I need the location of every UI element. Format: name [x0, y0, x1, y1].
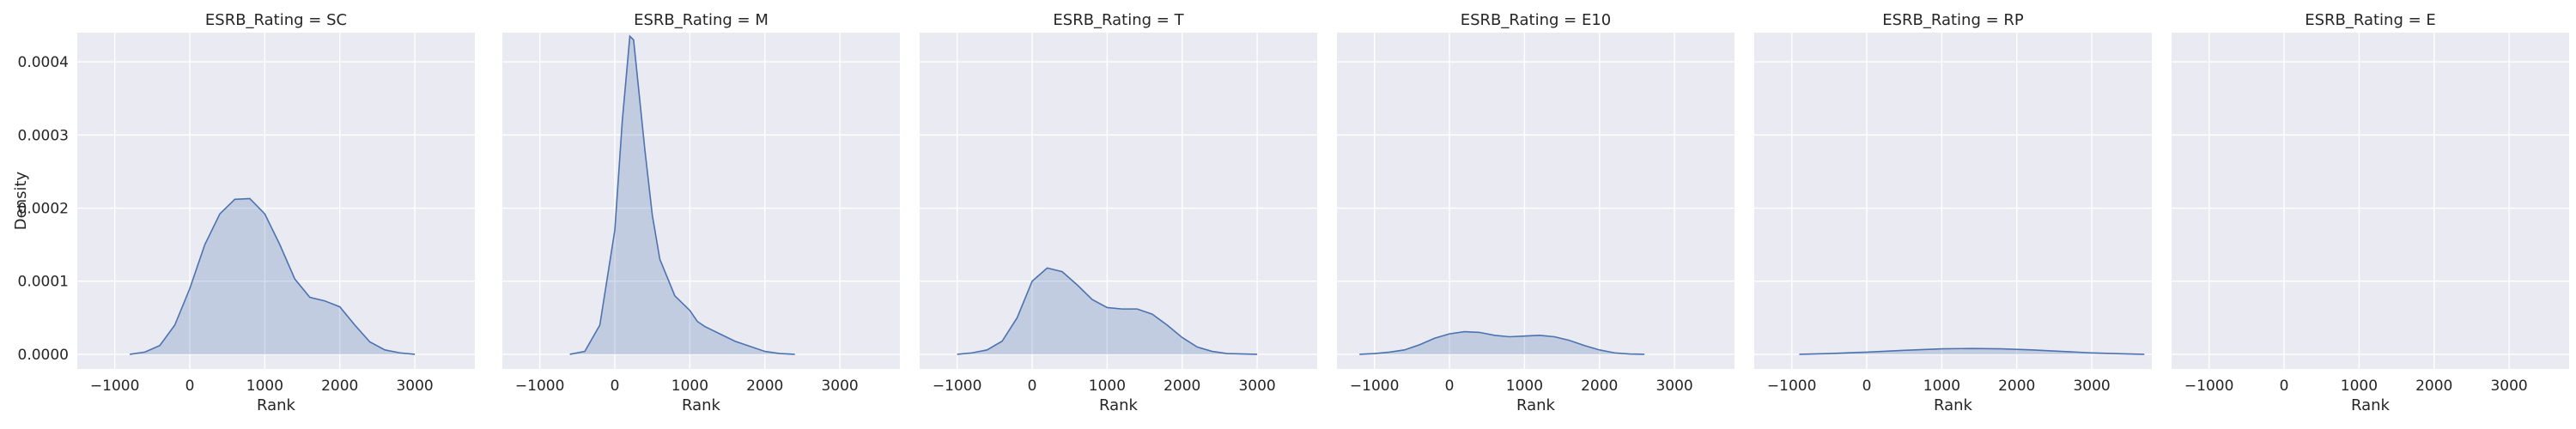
facet-title: ESRB_Rating = SC [205, 11, 347, 29]
y-tick-label: 0.0004 [18, 54, 69, 71]
x-tick-label: −1000 [2184, 378, 2234, 395]
x-axis-label: Rank [2351, 396, 2391, 414]
x-tick-label: 3000 [821, 378, 858, 395]
y-tick-label: 0.0000 [18, 347, 69, 364]
x-tick-label: −1000 [515, 378, 565, 395]
x-tick-label: −1000 [933, 378, 982, 395]
facet-panel-3: ESRB_Rating = E10 −1000 0 1000 2000 3000 Rank [1337, 11, 1735, 414]
density-area [569, 36, 795, 354]
x-tick-label: 0 [1028, 378, 1037, 395]
x-tick-label: 2000 [2415, 378, 2452, 395]
x-tick-label: 2000 [1163, 378, 1200, 395]
facet-title: ESRB_Rating = E [2305, 11, 2436, 29]
y-tick-label: 0.0001 [18, 274, 69, 291]
x-tick-label: 3000 [1656, 378, 1692, 395]
x-axis-label: Rank [1099, 396, 1139, 414]
x-tick-label: 3000 [1238, 378, 1275, 395]
x-tick-label: 1000 [671, 378, 708, 395]
y-axis-label: Density [12, 171, 30, 230]
x-tick-label: 3000 [2073, 378, 2110, 395]
density-area [130, 198, 416, 354]
y-tick-label: 0.0002 [18, 201, 69, 218]
density-line [1799, 347, 2145, 355]
x-tick-label: −1000 [90, 378, 140, 395]
x-tick-label: 1000 [1089, 378, 1126, 395]
density-line [569, 34, 795, 355]
density-line [1359, 330, 1645, 355]
panel-background [77, 33, 475, 369]
x-tick-label: 2000 [1998, 378, 2035, 395]
x-tick-label: 2000 [746, 378, 783, 395]
x-tick-label: −1000 [1350, 378, 1400, 395]
panel-background [2172, 33, 2569, 369]
density-area [1799, 348, 2145, 354]
x-tick-label: 0 [1862, 378, 1872, 395]
density-area [957, 268, 1258, 354]
density-line [130, 197, 416, 355]
x-tick-label: 1000 [1923, 378, 1960, 395]
x-tick-label: 2000 [1581, 378, 1618, 395]
panel-background [502, 33, 900, 369]
facet-panel-4: ESRB_Rating = RP −1000 0 1000 2000 3000 Rank [1754, 11, 2152, 414]
x-tick-label: 2000 [321, 378, 358, 395]
facet-title: ESRB_Rating = RP [1882, 11, 2024, 29]
panel-background [1754, 33, 2152, 369]
density-line [957, 267, 1258, 355]
facet-title: ESRB_Rating = E10 [1461, 11, 1612, 29]
facet-panel-2: ESRB_Rating = T −1000 0 1000 2000 3000 Rank [920, 11, 1317, 414]
x-tick-label: −1000 [1767, 378, 1817, 395]
facet-title: ESRB_Rating = T [1053, 11, 1184, 29]
x-tick-label: 1000 [246, 378, 283, 395]
x-tick-label: 3000 [396, 378, 433, 395]
x-axis-label: Rank [682, 396, 721, 414]
x-tick-label: 1000 [2341, 378, 2378, 395]
facet-panel-1: ESRB_Rating = M −1000 0 1000 2000 3000 Rank [502, 11, 900, 414]
x-tick-label: 0 [185, 378, 195, 395]
x-tick-label: 3000 [2490, 378, 2527, 395]
facet-panel-0: ESRB_Rating = SC −1000 0 1000 2000 3000 Rank 0.… [12, 11, 475, 414]
x-axis-label: Rank [257, 396, 296, 414]
x-tick-label: 0 [2280, 378, 2289, 395]
panel-background [1337, 33, 1735, 369]
x-tick-label: 0 [611, 378, 620, 395]
x-tick-label: 0 [1445, 378, 1455, 395]
x-axis-label: Rank [1516, 396, 1556, 414]
panel-background [920, 33, 1317, 369]
x-tick-label: 1000 [1506, 378, 1543, 395]
facet-panel-5: ESRB_Rating = E −1000 0 1000 2000 3000 Rank [2172, 11, 2569, 414]
x-axis-label: Rank [1934, 396, 1973, 414]
density-area [1359, 331, 1645, 354]
y-tick-label: 0.0003 [18, 127, 69, 144]
facet-title: ESRB_Rating = M [634, 11, 769, 29]
